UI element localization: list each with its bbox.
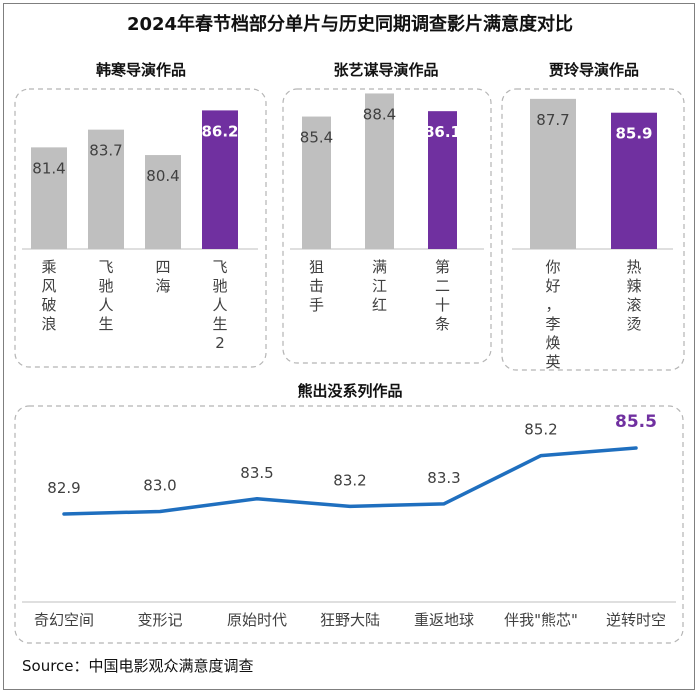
x-tick-label: 飞驰人生 2 bbox=[212, 258, 227, 352]
panel-title-hanhan: 韩寒导演作品 bbox=[96, 61, 186, 79]
data-point bbox=[62, 512, 66, 516]
data-label: 86.1 bbox=[424, 123, 461, 141]
data-point bbox=[442, 502, 446, 506]
panel-title-xiongchumo: 熊出没系列作品 bbox=[297, 382, 402, 400]
data-point bbox=[634, 446, 638, 450]
data-label: 83.0 bbox=[143, 476, 176, 494]
bar bbox=[88, 129, 124, 249]
data-label: 83.7 bbox=[89, 142, 122, 160]
data-label: 85.4 bbox=[300, 129, 333, 147]
panel-title-zhangyimou: 张艺谋导演作品 bbox=[333, 61, 438, 79]
x-tick-label: 第二十条 bbox=[435, 258, 450, 333]
x-tick-label: 奇幻空间 bbox=[34, 611, 94, 629]
bar bbox=[145, 155, 181, 249]
bar bbox=[611, 112, 657, 250]
x-tick-label: 乘风破浪 bbox=[41, 258, 56, 333]
bar bbox=[31, 147, 67, 249]
bar bbox=[365, 93, 394, 250]
bar bbox=[202, 110, 238, 250]
x-tick-label: 原始时代 bbox=[227, 611, 287, 629]
data-label: 85.2 bbox=[524, 421, 557, 439]
x-tick-label: 热辣滚烫 bbox=[626, 258, 641, 333]
data-label: 80.4 bbox=[146, 167, 179, 185]
x-tick-label: 变形记 bbox=[137, 611, 182, 629]
bar bbox=[530, 98, 576, 249]
data-point bbox=[255, 497, 259, 501]
data-label: 83.3 bbox=[427, 469, 460, 487]
data-point bbox=[539, 454, 543, 458]
panel-title-jialing: 贾玲导演作品 bbox=[549, 61, 639, 79]
source-note: Source：中国电影观众满意度调查 bbox=[22, 657, 254, 675]
data-label: 83.5 bbox=[240, 464, 273, 482]
data-label: 83.2 bbox=[333, 471, 366, 489]
x-tick-label: 你好，李焕英 bbox=[545, 258, 560, 371]
x-tick-label: 四海 bbox=[155, 258, 170, 295]
data-label: 88.4 bbox=[363, 105, 396, 123]
data-label: 86.2 bbox=[201, 122, 238, 140]
data-label: 81.4 bbox=[32, 159, 65, 177]
x-tick-label: 狂野大陆 bbox=[320, 611, 380, 629]
panel-xiongchumo bbox=[14, 405, 684, 644]
x-tick-label: 重返地球 bbox=[414, 611, 474, 629]
data-label: 85.5 bbox=[615, 412, 657, 432]
bar bbox=[302, 116, 331, 249]
data-label: 82.9 bbox=[47, 479, 80, 497]
data-point bbox=[158, 509, 162, 513]
x-tick-label: 飞驰人生 bbox=[98, 258, 113, 333]
x-tick-label: 逆转时空 bbox=[606, 611, 666, 629]
x-tick-label: 伴我"熊芯" bbox=[504, 611, 578, 629]
x-tick-label: 狙击手 bbox=[309, 258, 324, 314]
data-point bbox=[348, 504, 352, 508]
chart-title: 2024年春节档部分单片与历史同期调查影片满意度对比 bbox=[127, 13, 573, 35]
data-label: 85.9 bbox=[615, 125, 652, 143]
data-label: 87.7 bbox=[536, 111, 569, 129]
x-tick-label: 满江红 bbox=[372, 258, 387, 314]
bar bbox=[428, 111, 457, 249]
